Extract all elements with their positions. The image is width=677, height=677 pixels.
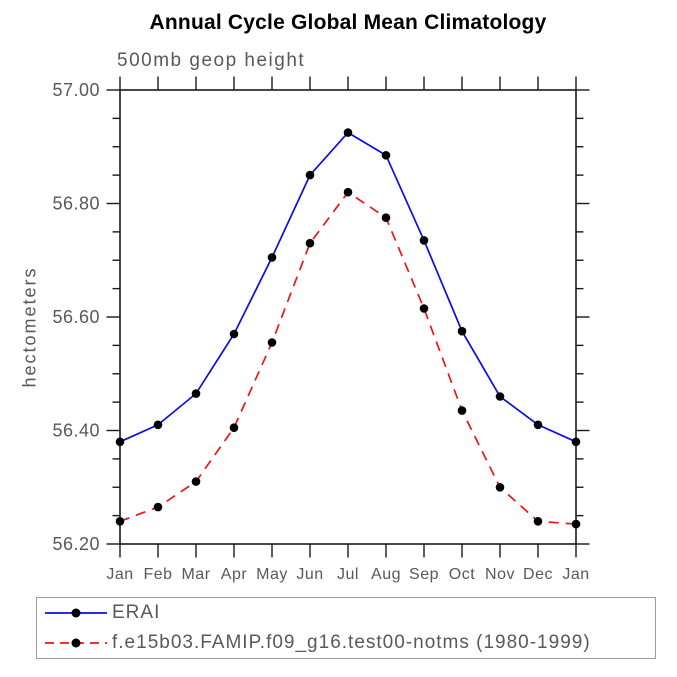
legend-sample-marker [71,608,81,618]
erai-data-point-marker [495,392,505,401]
y-tick-label: 56.80 [52,194,100,214]
y-tick-label: 56.40 [52,421,100,441]
x-tick-label: Mar [181,566,210,583]
x-tick-label: Nov [485,566,515,583]
erai-data-point-marker [457,326,467,336]
model-data-point-marker [267,338,277,347]
y-tick-label: 56.60 [52,307,100,327]
model-data-point-marker [305,238,315,248]
erai-data-point-marker [571,437,581,447]
x-tick-label: Dec [523,566,553,583]
legend-sample-model [45,638,107,648]
chart-subtitle: 500mb geop height [117,50,306,71]
legend-item-model: f.e15b03.FAMIP.f09_g16.test00-notms (198… [42,631,655,656]
model-data-point-marker [533,517,543,526]
model-data-point-marker [419,304,429,313]
model-data-point-marker [495,483,505,492]
x-tick-label: Sep [409,566,439,583]
x-tick-label: Jan [562,566,589,583]
legend-box: ERAI f.e15b03.FAMIP.f09_g16.test00-notms… [36,597,656,659]
legend-label-erai: ERAI [112,602,161,623]
y-tick-label: 56.20 [52,534,100,554]
erai-data-point-marker [419,236,429,245]
erai-data-point-marker [343,128,353,137]
erai-data-point-marker [267,253,277,262]
model-data-point-marker [153,502,163,512]
erai-line [119,131,577,443]
model-data-point-marker [457,406,467,415]
erai-data-point-marker [153,420,163,430]
model-data-point-marker [115,517,125,526]
erai-data-point-marker [191,389,201,398]
model-data-point-marker [571,519,581,529]
legend-label-model: f.e15b03.FAMIP.f09_g16.test00-notms (198… [112,632,591,653]
x-tick-label: Apr [221,566,248,583]
erai-data-point-marker [115,437,125,447]
chart-title: Annual Cycle Global Mean Climatology [149,11,547,34]
plot-frame [119,89,577,545]
legend-sample-erai [45,608,107,618]
x-tick-label: Aug [371,566,401,583]
x-tick-label: Jun [296,566,323,583]
erai-data-point-marker [229,329,239,339]
erai-data-point-marker [305,170,315,180]
x-tick-label: May [256,566,288,583]
model-data-point-marker [381,213,391,222]
y-tick-label: 57.00 [52,80,100,100]
model-data-point-marker [191,477,201,486]
model-data-point-marker [229,423,239,433]
erai-data-point-marker [381,151,391,160]
legend-item-erai: ERAI [42,601,655,626]
model-data-point-marker [343,187,353,197]
x-tick-label: Feb [143,566,172,583]
x-tick-label: Jul [337,566,359,583]
legend-sample-marker [71,638,81,648]
erai-data-point-marker [533,420,543,430]
x-tick-label: Oct [449,566,475,583]
model-line [119,191,577,525]
x-tick-label: Jan [106,566,133,583]
